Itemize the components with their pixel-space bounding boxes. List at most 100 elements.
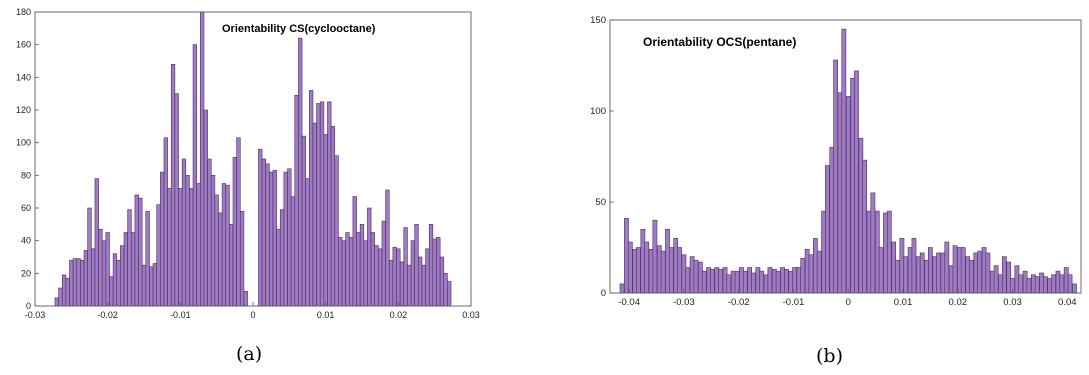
histogram-bar <box>70 260 74 306</box>
chart-b: -0.04 -0.03 -0.02 -0.01 0 0.01 0.02 0.03 0.04 0 5… <box>590 15 1081 308</box>
histogram-bar <box>386 190 390 306</box>
histogram-bar <box>429 224 433 306</box>
histogram-bar <box>710 269 714 293</box>
histogram-bar <box>440 257 444 306</box>
histogram-bar <box>168 188 172 306</box>
histogram-bar <box>834 60 838 293</box>
y-tick-label: 150 <box>590 15 606 26</box>
histogram-bar <box>280 210 284 306</box>
histogram-bar <box>707 268 711 293</box>
histogram-bar <box>784 269 788 293</box>
histogram-bar <box>233 157 237 306</box>
histogram-bar <box>378 249 382 306</box>
histogram-bar <box>433 239 437 306</box>
histogram-bar <box>809 255 813 293</box>
histogram-bar <box>928 248 932 294</box>
caption-b: (b) <box>816 345 843 367</box>
histogram-bar <box>875 211 879 293</box>
histogram-bar <box>937 253 941 293</box>
histogram-bar <box>91 249 95 306</box>
histogram-bar <box>825 166 829 293</box>
histogram-bar <box>986 253 990 293</box>
histogram-bar <box>1031 275 1035 293</box>
histogram-bar <box>674 238 678 293</box>
histogram-bar <box>73 259 77 306</box>
x-tick-label: -0.01 <box>170 310 191 320</box>
histogram-bar <box>106 233 110 307</box>
histogram-bar <box>80 260 84 306</box>
histogram-bar <box>222 184 226 307</box>
histogram-bar <box>215 195 219 306</box>
histogram-bar <box>226 185 230 306</box>
y-tick-label: 40 <box>21 236 31 246</box>
histogram-bar <box>969 260 973 293</box>
histogram-bar <box>62 275 66 306</box>
histogram-bar <box>641 229 645 293</box>
histogram-bar <box>382 221 386 306</box>
histogram-bar <box>982 248 986 294</box>
histogram-bar <box>867 211 871 293</box>
histogram-bar <box>102 241 106 306</box>
histogram-bar <box>295 95 299 306</box>
histogram-bar <box>912 238 916 293</box>
histogram-bar <box>633 249 637 293</box>
histogram-bar <box>120 246 124 306</box>
histogram-bar <box>204 110 208 306</box>
x-tick-label: -0.02 <box>728 297 750 308</box>
histogram-bar <box>1072 284 1076 293</box>
histogram-bar <box>84 250 88 306</box>
histogram-bar <box>776 271 780 293</box>
histogram-bar <box>731 271 735 293</box>
histogram-bar <box>364 241 368 306</box>
histogram-bar <box>649 249 653 293</box>
histogram-bar <box>1060 275 1064 293</box>
histogram-bar <box>288 169 292 306</box>
histogram-bar <box>756 268 760 293</box>
x-tick-label: -0.04 <box>618 297 640 308</box>
histogram-bar <box>117 260 121 306</box>
histogram-bar <box>883 213 887 293</box>
histogram-bar <box>879 248 883 294</box>
histogram-bar <box>846 96 850 293</box>
histogram-bar <box>415 224 419 306</box>
histogram-bar <box>142 265 146 306</box>
caption-a: (a) <box>236 343 262 365</box>
y-tick-label: 80 <box>21 170 31 180</box>
histogram-bar <box>273 170 277 306</box>
histogram-bar <box>193 45 197 306</box>
histogram-bar <box>124 233 128 307</box>
histogram-bar <box>863 160 867 293</box>
histogram-bar <box>645 242 649 293</box>
histogram-bar <box>302 136 306 306</box>
histogram-bar <box>822 211 826 293</box>
histogram-bar <box>447 282 451 307</box>
histogram-bar <box>1035 277 1039 293</box>
x-tick-label: 0.02 <box>390 310 408 320</box>
chart-a: -0.03 -0.02 -0.01 0 0.01 0.02 0.03 0 20 40 60 80 10… <box>16 7 480 320</box>
histogram-bar <box>186 175 190 306</box>
histogram-bar <box>353 197 357 306</box>
histogram-bar <box>702 271 706 293</box>
histogram-bar <box>200 12 204 306</box>
x-tick-label: 0.03 <box>462 310 480 320</box>
chart-a-title: Orientability CS(cyclooctane) <box>222 23 376 35</box>
histogram-bar <box>331 126 335 306</box>
histogram-bar <box>698 262 702 293</box>
histogram-bar <box>95 179 99 306</box>
histogram-bar <box>1068 275 1072 293</box>
histogram-bar <box>990 271 994 293</box>
y-tick-label: 0 <box>601 288 606 299</box>
histogram-bar <box>854 71 858 293</box>
histogram-bar <box>768 268 772 293</box>
y-tick-label: 60 <box>21 203 31 213</box>
histogram-bar <box>780 268 784 293</box>
histogram-bar <box>686 268 690 293</box>
histogram-bar <box>346 233 350 307</box>
histogram-bar <box>436 237 440 306</box>
histogram-bar <box>916 257 920 293</box>
histogram-bar <box>966 257 970 293</box>
histogram-bar <box>179 188 183 306</box>
histogram-bar <box>298 38 302 306</box>
histogram-bar <box>760 271 764 293</box>
histogram-bar <box>1056 271 1060 293</box>
